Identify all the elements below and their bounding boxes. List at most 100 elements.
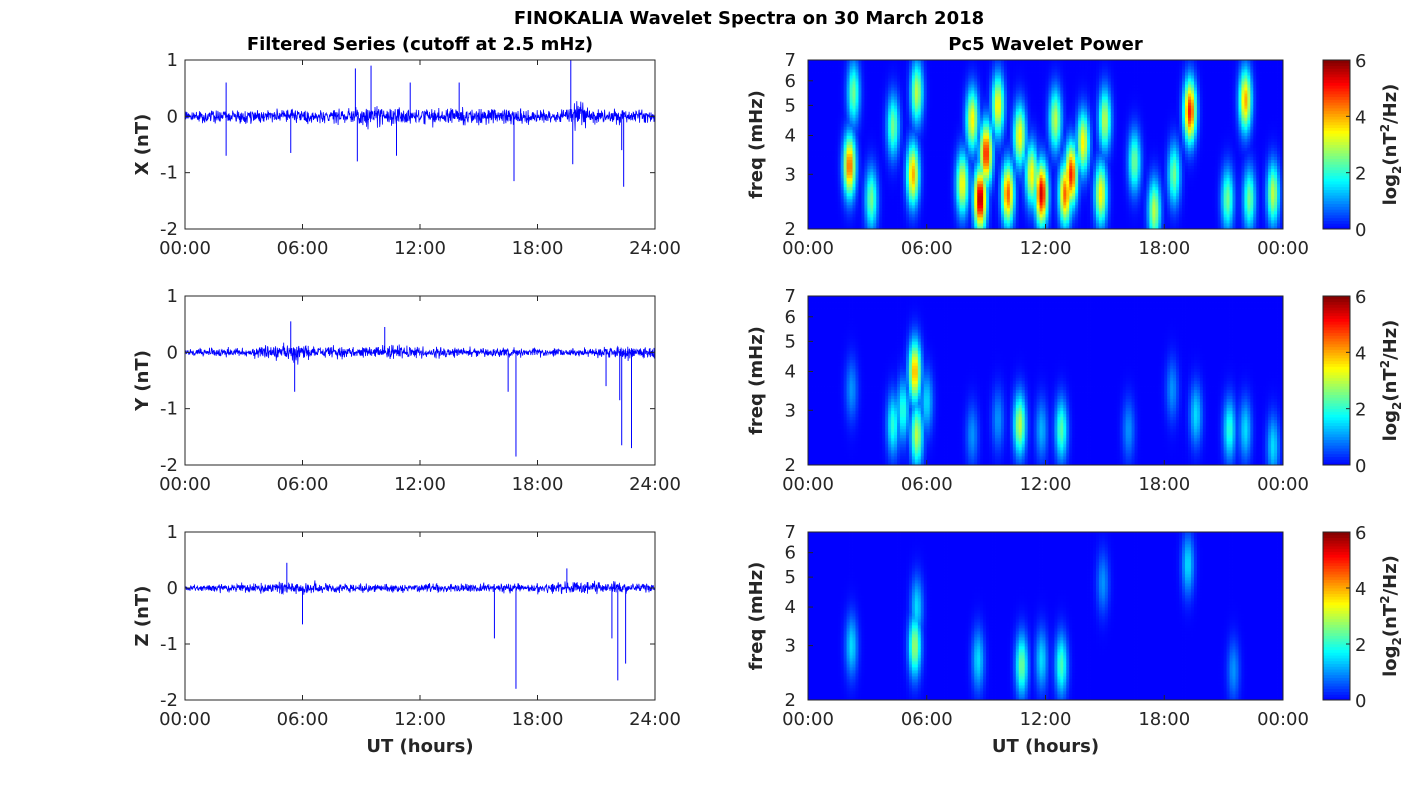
wavelet-cell [995,175,998,178]
wavelet-cell [1046,211,1049,214]
wavelet-cell [1028,175,1031,178]
wavelet-cell [933,90,936,93]
wavelet-cell [980,169,983,172]
wavelet-cell [1019,135,1022,138]
wavelet-cell [953,199,956,202]
wavelet-cell [853,172,856,175]
wavelet-cell [891,105,894,108]
wavelet-cell [906,160,909,163]
wavelet-cell [1040,72,1043,75]
wavelet-cell [826,141,829,144]
wavelet-cell [995,105,998,108]
wavelet-cell [1016,211,1019,214]
wavelet-cell [933,69,936,72]
wavelet-cell [823,138,826,141]
wavelet-cell [945,166,948,169]
wavelet-cell [998,166,1001,169]
wavelet-cell [1022,223,1025,226]
wavelet-cell [811,193,814,196]
wavelet-cell [826,211,829,214]
wavelet-cell [873,69,876,72]
wavelet-cell [968,72,971,75]
wavelet-cell [1025,145,1028,148]
wavelet-cell [915,60,918,63]
wavelet-cell [959,163,962,166]
wavelet-cell [891,160,894,163]
wavelet-cell [953,132,956,135]
wavelet-cell [864,75,867,78]
wavelet-cell [850,223,853,226]
wavelet-cell [936,72,939,75]
wavelet-cell [980,193,983,196]
wavelet-cell [1046,154,1049,157]
wavelet-cell [906,138,909,141]
wavelet-cell [820,211,823,214]
wavelet-cell [835,123,838,126]
wavelet-cell [906,120,909,123]
wavelet-cell [942,66,945,69]
wavelet-cell [986,69,989,72]
wavelet-cell [945,154,948,157]
wavelet-cell [844,211,847,214]
wavelet-cell [939,220,942,223]
wavelet-cell [1025,60,1028,63]
wavelet-cell [850,202,853,205]
wavelet-cell [927,217,930,220]
wavelet-cell [924,187,927,190]
wavelet-cell [959,69,962,72]
wavelet-cell [829,211,832,214]
wavelet-cell [820,172,823,175]
wavelet-cell [826,184,829,187]
wavelet-cell [817,145,820,148]
wavelet-cell [897,96,900,99]
wavelet-cell [953,117,956,120]
wavelet-cell [924,160,927,163]
wavelet-cell [939,120,942,123]
wavelet-cell [838,141,841,144]
wavelet-cell [968,193,971,196]
wavelet-cell [1004,63,1007,66]
wavelet-cell [1025,166,1028,169]
wavelet-cell [933,75,936,78]
wavelet-cell [832,96,835,99]
wavelet-cell [814,223,817,226]
wavelet-cell [808,211,811,214]
wavelet-cell [912,132,915,135]
wavelet-cell [858,75,861,78]
wavelet-cell [977,193,980,196]
wavelet-cell [861,120,864,123]
wavelet-cell [876,93,879,96]
wavelet-cell [856,108,859,111]
wavelet-cell [1010,160,1013,163]
wavelet-cell [1043,205,1046,208]
wavelet-cell [983,138,986,141]
wavelet-cell [879,69,882,72]
wavelet-cell [814,193,817,196]
wavelet-cell [924,123,927,126]
wavelet-cell [1025,114,1028,117]
wavelet-cell [906,169,909,172]
wavelet-cell [924,154,927,157]
wavelet-cell [1048,69,1051,72]
wavelet-cell [983,163,986,166]
wavelet-cell [909,114,912,117]
wavelet-cell [1048,193,1051,196]
wavelet-cell [811,84,814,87]
wavelet-cell [948,114,951,117]
wavelet-cell [956,205,959,208]
wavelet-cell [974,129,977,132]
wavelet-cell [986,178,989,181]
wavelet-cell [864,208,867,211]
wavelet-cell [1054,141,1057,144]
wavelet-cell [927,184,930,187]
wavelet-cell [844,114,847,117]
wavelet-cell [861,205,864,208]
wavelet-cell [989,214,992,217]
wavelet-cell [891,126,894,129]
wavelet-cell [1051,175,1054,178]
wavelet-cell [853,175,856,178]
wavelet-cell [951,87,954,90]
wavelet-cell [953,211,956,214]
wavelet-cell [998,90,1001,93]
wavelet-cell [945,90,948,93]
